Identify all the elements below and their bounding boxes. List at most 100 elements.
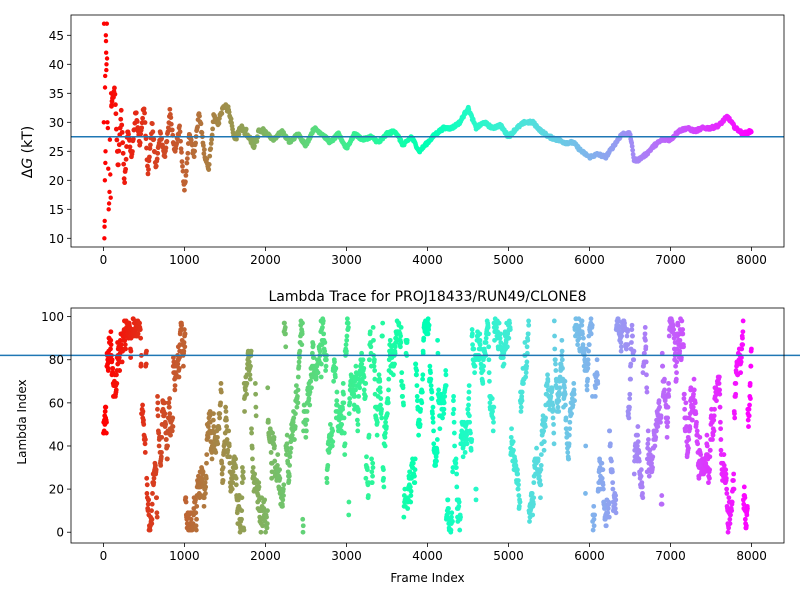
lambda-point [287,454,293,460]
lambda-point [324,475,330,481]
lambda-point [425,316,431,322]
lambda-point [717,391,723,397]
lambda-point [483,335,489,341]
lambda-point [370,473,375,479]
delta-g-point [113,102,118,108]
delta-g-point [210,126,216,132]
lambda-point [480,381,486,386]
lambda-point [579,322,585,328]
lambda-point [376,372,382,378]
lambda-point [441,406,447,412]
lambda-point [726,495,732,501]
lambda-point [724,491,730,496]
lambda-point [606,501,612,507]
lambda-point [292,424,298,429]
lambda-point [344,337,350,343]
lambda-point [153,467,159,473]
lambda-point [215,441,221,447]
lambda-point [733,381,739,386]
lambda-point [172,383,178,389]
lambda-point [666,387,672,393]
x-tick-label: 4000 [412,549,443,563]
lambda-point [110,365,116,371]
lambda-point [332,359,337,365]
lambda-point [117,368,123,373]
lambda-point [686,437,692,442]
lambda-point [445,497,451,503]
lambda-point [353,363,359,369]
lambda-point [300,320,305,326]
lambda-point [202,480,208,486]
delta-g-point [201,147,207,153]
lambda-point [696,475,702,481]
lambda-point [570,402,576,408]
delta-g-point [163,145,169,151]
lambda-point [369,480,375,486]
lambda-point [369,469,375,475]
lambda-point [248,363,253,369]
lambda-point [707,447,713,453]
delta-g-point [167,106,173,112]
lambda-point [571,381,577,386]
delta-g-point [155,150,161,156]
lambda-point [749,346,754,352]
lambda-point [431,428,436,434]
lambda-point [256,480,262,486]
lambda-point [537,478,543,483]
lambda-point [586,342,592,348]
delta-g-point [174,141,180,147]
lambda-point [317,348,323,354]
lambda-point [144,348,149,354]
delta-g-point [177,129,183,135]
lambda-point [605,506,611,511]
lambda-point [553,368,559,373]
lambda-point [108,329,114,335]
lambda-point [666,333,672,339]
lambda-point [347,400,353,406]
lambda-point [370,465,376,470]
lambda-point [585,365,591,371]
lambda-point [497,335,503,341]
lambda-point [525,337,531,343]
lambda-point [275,462,280,468]
delta-g-point [191,154,197,160]
lambda-point [363,381,369,386]
lambda-point [386,387,391,393]
lambda-point [408,499,414,505]
lambda-point [692,400,698,406]
delta-g-point [133,110,139,116]
lambda-point [538,452,544,458]
lambda-point [545,372,550,378]
lambda-point [743,523,749,529]
lambda-point [291,415,297,421]
lambda-point [431,441,437,447]
lambda-point [149,508,154,514]
lambda-point [290,419,296,425]
delta-g-point [185,141,191,146]
lambda-point [272,458,278,464]
lambda-point [644,385,650,391]
lambda-point [304,417,310,423]
lambda-point [433,454,439,460]
lambda-point [295,400,301,406]
delta-g-point [142,120,148,125]
lambda-point [227,460,233,466]
lambda-point [622,320,627,326]
lambda-point [716,381,722,386]
delta-g-point [207,153,213,159]
lambda-point [217,415,223,421]
lambda-point [526,318,531,324]
lambda-point [693,411,699,417]
lambda-point [381,484,387,490]
delta-g-point [122,180,128,186]
lambda-point [419,389,425,395]
delta-g-point [236,131,242,137]
lambda-point [530,512,536,518]
lambda-point [183,495,189,501]
x-tick-label: 8000 [736,549,767,563]
delta-g-point [113,111,119,117]
lambda-point [711,428,717,434]
delta-g-point [183,173,189,178]
lambda-point [671,327,677,332]
